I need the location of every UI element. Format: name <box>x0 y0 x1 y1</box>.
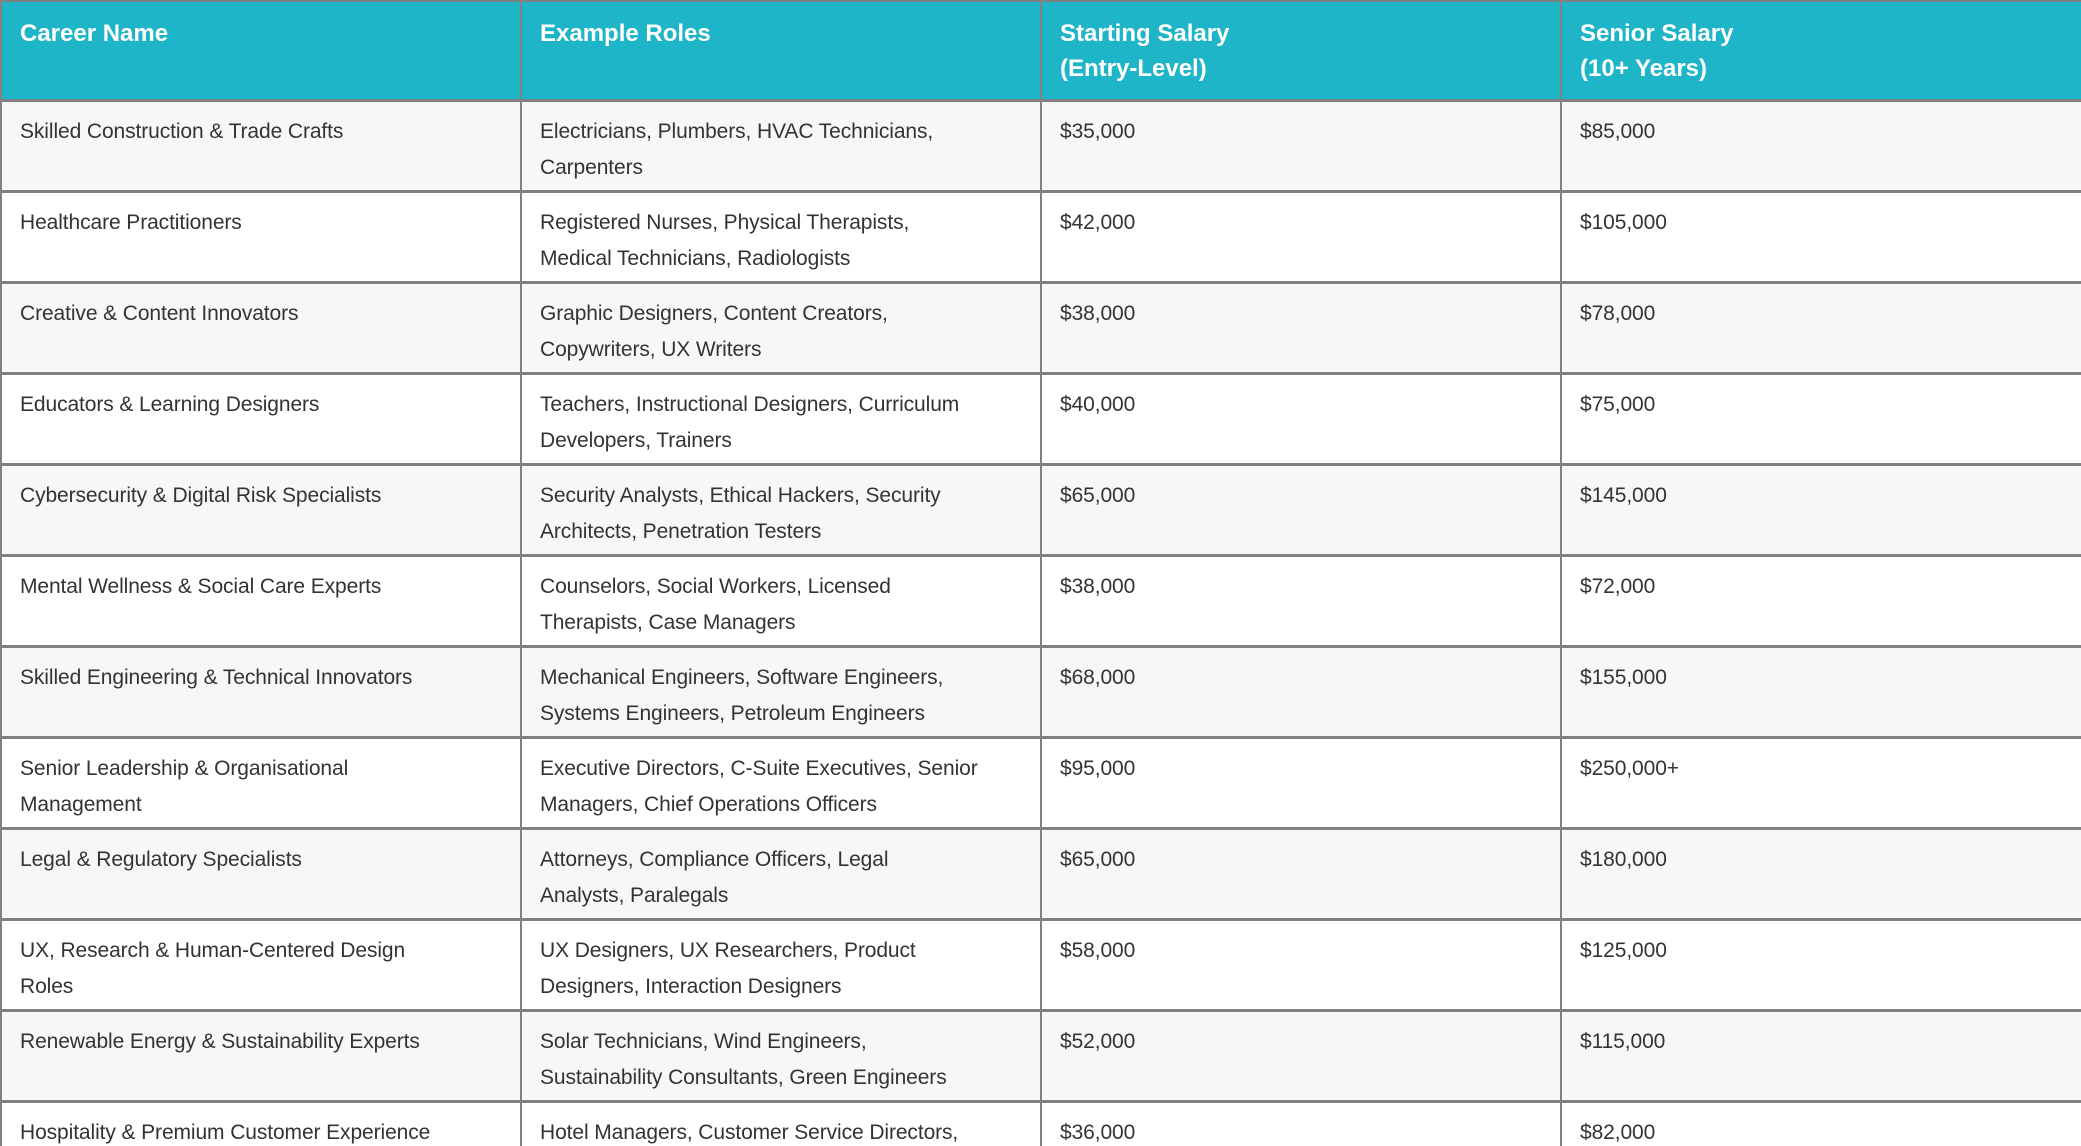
starting-salary-cell: $95,000 <box>1040 735 1562 829</box>
column-header-senior-salary: Senior Salary (10+ Years) <box>1560 0 2081 101</box>
table-row: Skilled Engineering & Technical Innovato… <box>0 644 2081 738</box>
career-name-cell: Educators & Learning Designers <box>0 371 522 465</box>
career-name-cell: Senior Leadership & Organisational Manag… <box>0 735 522 829</box>
senior-salary-cell: $105,000 <box>1560 189 2081 283</box>
column-header-career-name: Career Name <box>0 0 522 101</box>
example-roles-cell: Counselors, Social Workers, Licensed The… <box>520 553 1042 647</box>
career-name-cell: Creative & Content Innovators <box>0 280 522 374</box>
table-row: Senior Leadership & Organisational Manag… <box>0 735 2081 829</box>
starting-salary-cell: $65,000 <box>1040 462 1562 556</box>
table-header-row: Career Name Example Roles Starting Salar… <box>0 0 2081 101</box>
example-roles-cell: Solar Technicians, Wind Engineers, Susta… <box>520 1008 1042 1102</box>
table-row: Cybersecurity & Digital Risk Specialists… <box>0 462 2081 556</box>
senior-salary-cell: $85,000 <box>1560 98 2081 192</box>
table-row: Healthcare Practitioners Registered Nurs… <box>0 189 2081 283</box>
starting-salary-cell: $38,000 <box>1040 280 1562 374</box>
senior-salary-cell: $180,000 <box>1560 826 2081 920</box>
example-roles-cell: Teachers, Instructional Designers, Curri… <box>520 371 1042 465</box>
career-name-cell: Mental Wellness & Social Care Experts <box>0 553 522 647</box>
senior-salary-cell: $250,000+ <box>1560 735 2081 829</box>
senior-salary-cell: $115,000 <box>1560 1008 2081 1102</box>
career-name-cell: Skilled Construction & Trade Crafts <box>0 98 522 192</box>
table-row: Creative & Content Innovators Graphic De… <box>0 280 2081 374</box>
example-roles-cell: Mechanical Engineers, Software Engineers… <box>520 644 1042 738</box>
career-name-cell: Hospitality & Premium Customer Experienc… <box>0 1099 522 1146</box>
column-header-starting-salary: Starting Salary (Entry-Level) <box>1040 0 1562 101</box>
example-roles-cell: Graphic Designers, Content Creators, Cop… <box>520 280 1042 374</box>
table-row: Hospitality & Premium Customer Experienc… <box>0 1099 2081 1146</box>
table-row: Skilled Construction & Trade Crafts Elec… <box>0 98 2081 192</box>
table-row: UX, Research & Human-Centered Design Rol… <box>0 917 2081 1011</box>
starting-salary-cell: $40,000 <box>1040 371 1562 465</box>
example-roles-cell: Registered Nurses, Physical Therapists, … <box>520 189 1042 283</box>
table-row: Mental Wellness & Social Care Experts Co… <box>0 553 2081 647</box>
senior-salary-cell: $78,000 <box>1560 280 2081 374</box>
career-name-cell: UX, Research & Human-Centered Design Rol… <box>0 917 522 1011</box>
column-header-example-roles: Example Roles <box>520 0 1042 101</box>
starting-salary-cell: $36,000 <box>1040 1099 1562 1146</box>
senior-salary-cell: $155,000 <box>1560 644 2081 738</box>
example-roles-cell: Electricians, Plumbers, HVAC Technicians… <box>520 98 1042 192</box>
career-name-cell: Healthcare Practitioners <box>0 189 522 283</box>
example-roles-cell: Security Analysts, Ethical Hackers, Secu… <box>520 462 1042 556</box>
senior-salary-cell: $75,000 <box>1560 371 2081 465</box>
example-roles-cell: Executive Directors, C-Suite Executives,… <box>520 735 1042 829</box>
senior-salary-cell: $72,000 <box>1560 553 2081 647</box>
table-row: Educators & Learning Designers Teachers,… <box>0 371 2081 465</box>
table-row: Renewable Energy & Sustainability Expert… <box>0 1008 2081 1102</box>
starting-salary-cell: $42,000 <box>1040 189 1562 283</box>
starting-salary-cell: $68,000 <box>1040 644 1562 738</box>
example-roles-cell: Hotel Managers, Customer Service Directo… <box>520 1099 1042 1146</box>
career-name-cell: Skilled Engineering & Technical Innovato… <box>0 644 522 738</box>
senior-salary-cell: $145,000 <box>1560 462 2081 556</box>
starting-salary-cell: $35,000 <box>1040 98 1562 192</box>
table-row: Legal & Regulatory Specialists Attorneys… <box>0 826 2081 920</box>
example-roles-cell: UX Designers, UX Researchers, Product De… <box>520 917 1042 1011</box>
starting-salary-cell: $52,000 <box>1040 1008 1562 1102</box>
example-roles-cell: Attorneys, Compliance Officers, Legal An… <box>520 826 1042 920</box>
starting-salary-cell: $58,000 <box>1040 917 1562 1011</box>
career-name-cell: Renewable Energy & Sustainability Expert… <box>0 1008 522 1102</box>
career-name-cell: Cybersecurity & Digital Risk Specialists <box>0 462 522 556</box>
career-name-cell: Legal & Regulatory Specialists <box>0 826 522 920</box>
senior-salary-cell: $125,000 <box>1560 917 2081 1011</box>
senior-salary-cell: $82,000 <box>1560 1099 2081 1146</box>
starting-salary-cell: $38,000 <box>1040 553 1562 647</box>
starting-salary-cell: $65,000 <box>1040 826 1562 920</box>
